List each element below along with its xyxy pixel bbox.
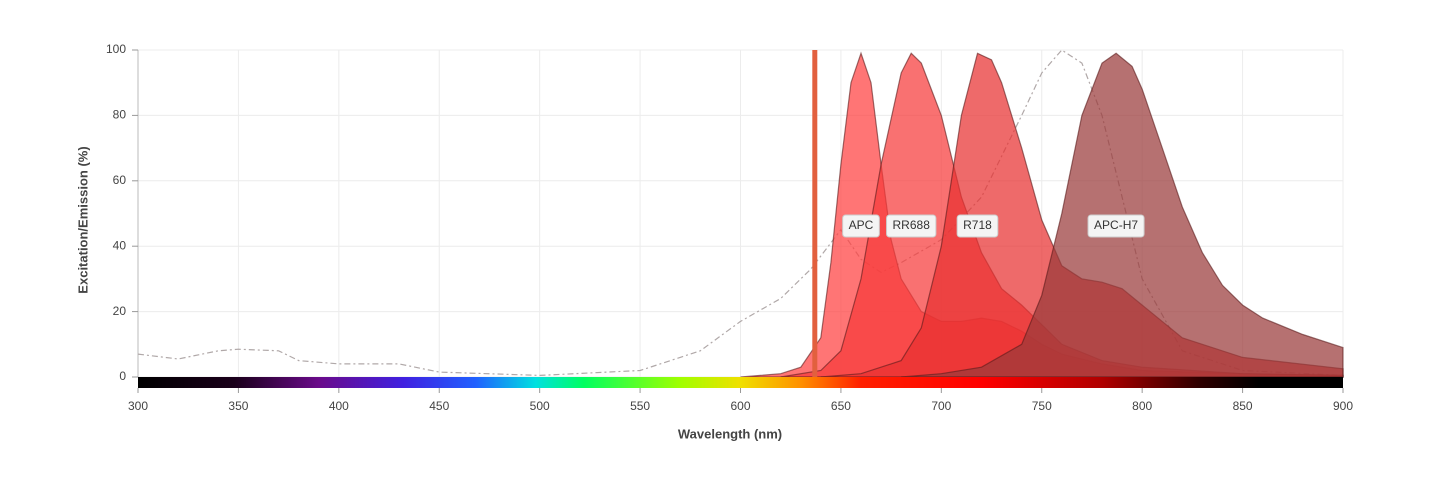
y-tick-label: 80 — [113, 108, 127, 122]
series-label: R718 — [956, 214, 999, 238]
series-label-box — [956, 214, 999, 238]
y-tick-label: 0 — [119, 369, 126, 383]
series-label: APC-H7 — [1087, 214, 1145, 238]
y-tick-label: 100 — [106, 42, 126, 56]
x-tick-label: 750 — [1032, 399, 1052, 413]
series-label-text: APC — [849, 218, 874, 232]
series-label-box — [886, 214, 937, 238]
x-tick-label: 850 — [1233, 399, 1253, 413]
x-axis-label: Wavelength (nm) — [678, 426, 782, 441]
series-label: APC — [842, 214, 880, 238]
y-axis-label: Excitation/Emission (%) — [75, 146, 90, 293]
x-tick-label: 600 — [730, 399, 750, 413]
series-label: RR688 — [886, 214, 937, 238]
x-tick-label: 650 — [831, 399, 851, 413]
y-tick-label: 20 — [113, 304, 127, 318]
series-label-text: RR688 — [893, 218, 931, 232]
x-tick-label: 300 — [128, 399, 148, 413]
y-tick-label: 40 — [113, 238, 127, 252]
series-label-box — [1087, 214, 1145, 238]
y-tick-label: 60 — [113, 173, 127, 187]
x-tick-label: 700 — [931, 399, 951, 413]
x-tick-label: 450 — [429, 399, 449, 413]
x-tick-label: 900 — [1333, 399, 1353, 413]
x-tick-label: 550 — [630, 399, 650, 413]
series-label-text: R718 — [963, 218, 992, 232]
x-tick-label: 350 — [228, 399, 248, 413]
x-tick-label: 800 — [1132, 399, 1152, 413]
spectrum-bar — [138, 377, 1343, 388]
x-tick-label: 500 — [530, 399, 550, 413]
series-label-text: APC-H7 — [1094, 218, 1138, 232]
x-tick-label: 400 — [329, 399, 349, 413]
series-label-box — [842, 214, 880, 238]
ticks: 300 350 400 450 500 550 600 650 700 750 800 850 900 0… — [106, 42, 1353, 413]
plot-area: APC RR688 R718 APC-H7 — [137, 49, 1344, 378]
